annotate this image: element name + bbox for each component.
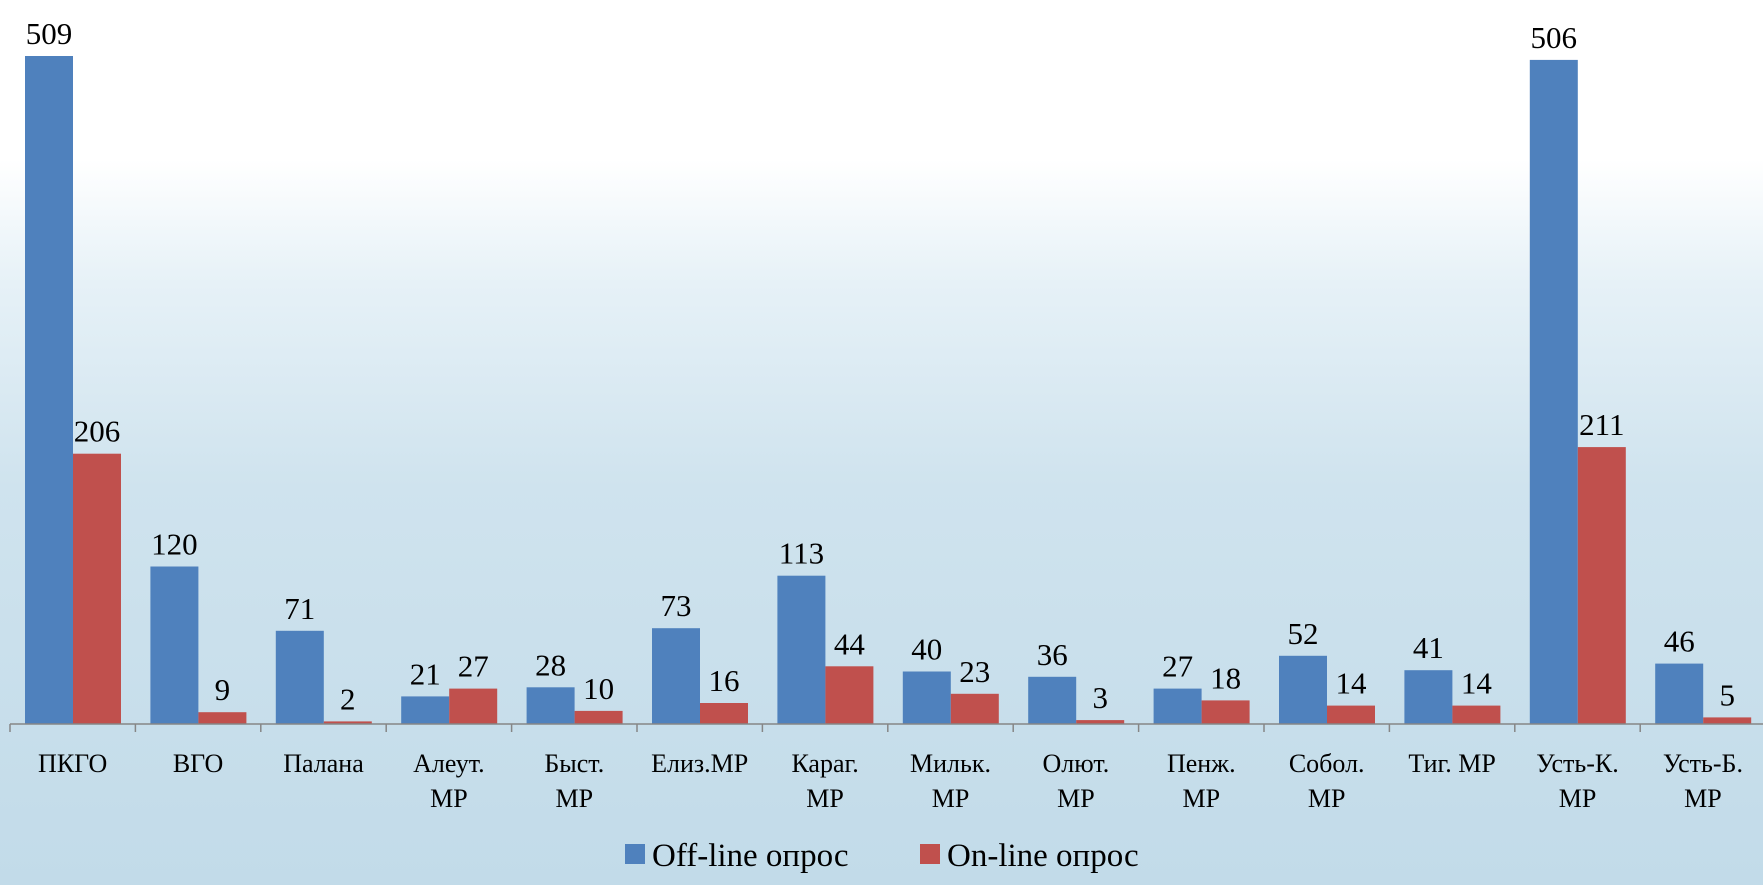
data-label-offline-2: 71 <box>284 591 315 626</box>
data-label-offline-7: 40 <box>911 632 942 667</box>
x-tick-label-12: Усть-К. МР <box>1536 749 1619 813</box>
data-label-offline-4: 28 <box>535 647 566 682</box>
x-tick-label-13: Усть-Б. МР <box>1663 749 1743 813</box>
data-label-online-7: 23 <box>959 654 990 689</box>
bar-offline-13 <box>1655 663 1704 724</box>
data-label-online-1: 9 <box>215 672 231 707</box>
x-tick-labels: ПКГО ВГО Палана Алеут. МР Быст. МР Елиз.МР Караг… <box>38 749 1743 813</box>
bar-online-9 <box>1201 700 1250 724</box>
bars <box>25 56 1752 724</box>
bar-offline-11 <box>1404 670 1453 724</box>
legend-label-online: On-line опрос <box>947 838 1139 874</box>
bar-offline-2 <box>275 630 324 724</box>
bar-offline-10 <box>1279 655 1327 724</box>
bar-online-13 <box>1703 717 1752 724</box>
bar-online-0 <box>73 453 121 724</box>
bar-offline-5 <box>652 628 700 724</box>
data-label-offline-10: 52 <box>1288 616 1319 651</box>
bar-online-2 <box>323 721 372 724</box>
bar-offline-4 <box>526 687 575 724</box>
x-tick-label-3: Алеут. МР <box>413 749 485 813</box>
data-label-online-2: 2 <box>340 681 356 716</box>
data-label-online-8: 3 <box>1092 680 1108 715</box>
x-axis <box>9 723 1763 732</box>
bar-online-3 <box>449 688 498 724</box>
x-tick-label-0: ПКГО <box>38 749 107 778</box>
bar-offline-7 <box>902 671 951 724</box>
data-label-online-13: 5 <box>1719 677 1735 712</box>
x-tick-label-1: ВГО <box>173 749 224 778</box>
data-label-online-10: 14 <box>1336 666 1368 701</box>
x-tick-label-7: Мильк. МР <box>910 749 991 813</box>
data-label-online-5: 16 <box>709 663 740 698</box>
bar-offline-3 <box>401 696 450 724</box>
data-label-offline-12: 506 <box>1531 20 1578 55</box>
data-label-offline-1: 120 <box>151 527 198 562</box>
bar-online-1 <box>198 712 247 724</box>
data-label-online-9: 18 <box>1210 660 1241 695</box>
x-tick-label-4: Быст. МР <box>544 749 604 813</box>
bar-online-11 <box>1452 705 1501 724</box>
x-tick-label-9: Пенж. МР <box>1167 749 1236 813</box>
bar-offline-9 <box>1153 688 1202 724</box>
bar-online-12 <box>1577 447 1626 724</box>
data-label-online-6: 44 <box>834 626 866 661</box>
data-label-offline-5: 73 <box>661 588 692 623</box>
bar-online-10 <box>1327 705 1375 724</box>
legend-swatch-offline <box>625 844 645 864</box>
bar-online-8 <box>1076 720 1125 724</box>
data-label-offline-0: 509 <box>26 16 73 51</box>
x-tick-label-5: Елиз.МР <box>651 749 748 778</box>
data-label-online-12: 211 <box>1579 407 1624 442</box>
bar-online-7 <box>950 693 999 724</box>
bar-offline-8 <box>1028 676 1077 724</box>
data-label-offline-13: 46 <box>1664 624 1695 659</box>
data-label-online-0: 206 <box>74 414 121 449</box>
data-label-offline-6: 113 <box>779 536 824 571</box>
legend: Off-line опрос On-line опрос <box>625 838 1139 874</box>
legend-label-offline: Off-line опрос <box>652 838 849 874</box>
x-tick-label-2: Палана <box>283 749 364 778</box>
data-label-offline-8: 36 <box>1037 637 1068 672</box>
bar-offline-0 <box>25 56 73 724</box>
x-tick-label-11: Тиг. МР <box>1408 749 1495 778</box>
x-tick-label-6: Караг. МР <box>791 749 858 813</box>
x-tick-label-8: Олют. МР <box>1043 749 1110 813</box>
data-label-offline-11: 41 <box>1413 630 1444 665</box>
bar-offline-6 <box>777 575 826 724</box>
data-label-online-11: 14 <box>1461 666 1493 701</box>
x-tick-label-10: Собол. МР <box>1289 749 1365 813</box>
legend-swatch-online <box>920 844 940 864</box>
data-label-online-3: 27 <box>458 649 489 684</box>
bar-online-6 <box>825 666 874 724</box>
bar-online-4 <box>574 710 623 724</box>
bar-offline-12 <box>1529 59 1578 724</box>
bar-offline-1 <box>150 566 199 724</box>
data-label-offline-3: 21 <box>410 656 441 691</box>
bar-online-5 <box>700 703 748 724</box>
data-label-online-4: 10 <box>583 671 614 706</box>
data-labels: 509 206 120 9 71 2 21 27 28 10 73 16 113 44 40 23 36 3 27 1… <box>26 16 1735 716</box>
data-label-offline-9: 27 <box>1162 649 1193 684</box>
